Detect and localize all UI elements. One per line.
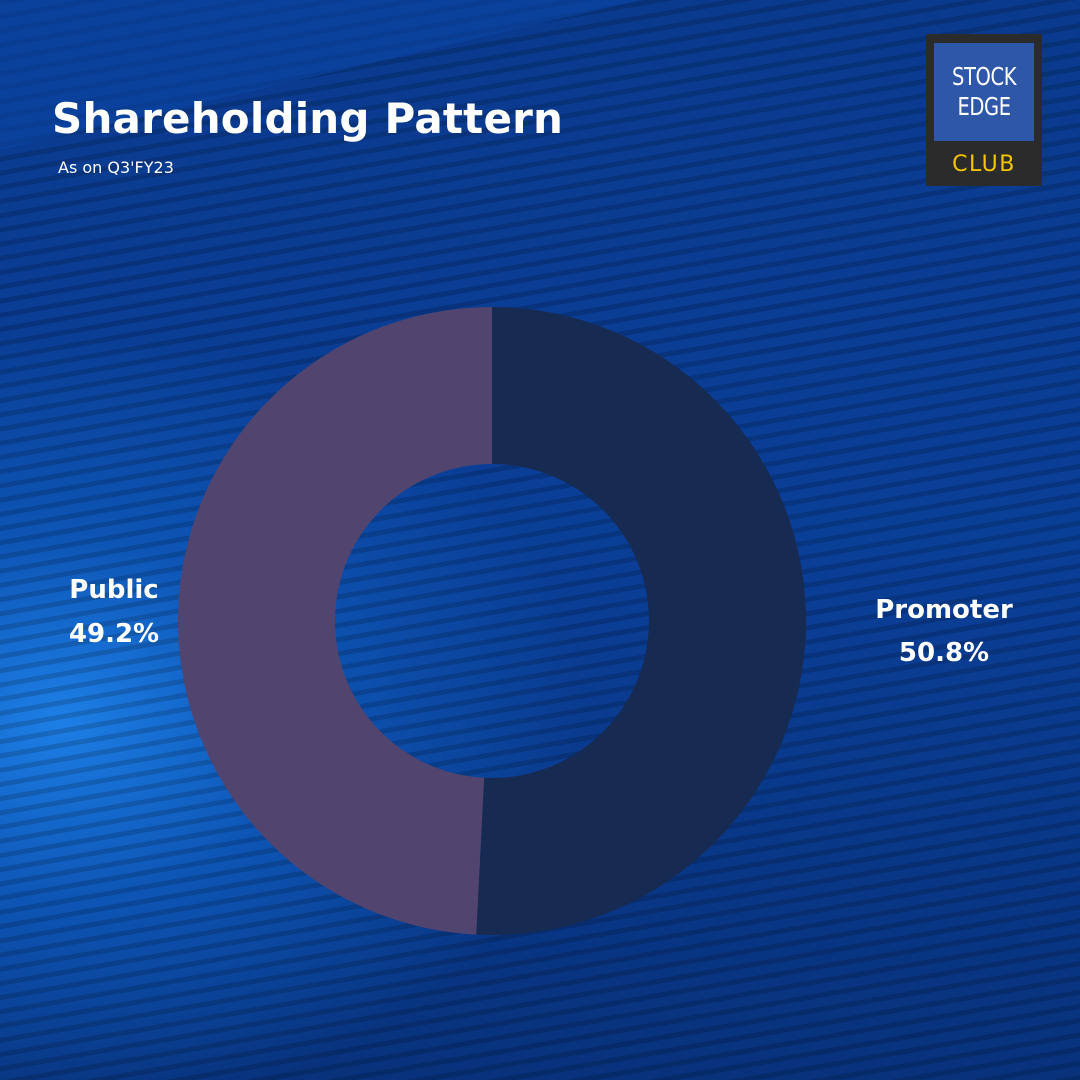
donut-slice-promoter bbox=[476, 307, 807, 935]
logo-panel: STOCK EDGE bbox=[934, 43, 1034, 141]
chart-subtitle: As on Q3'FY23 bbox=[58, 158, 174, 177]
donut-labels: Promoter 50.8% Public 49.2% bbox=[69, 575, 1013, 668]
slice-value-label-promoter: 50.8% bbox=[899, 638, 989, 668]
chart-title: Shareholding Pattern bbox=[52, 94, 564, 143]
logo-word-club: CLUB bbox=[952, 152, 1016, 177]
slice-value-label-public: 49.2% bbox=[69, 619, 159, 649]
stockedge-club-logo: STOCK EDGE CLUB bbox=[926, 34, 1042, 186]
donut-slice-public bbox=[178, 307, 493, 935]
slice-name-label-public: Public bbox=[69, 575, 158, 605]
donut-slices bbox=[178, 307, 807, 935]
slice-name-label-promoter: Promoter bbox=[875, 595, 1013, 625]
logo-word-edge: EDGE bbox=[957, 92, 1011, 121]
logo-word-stock: STOCK bbox=[951, 62, 1017, 91]
